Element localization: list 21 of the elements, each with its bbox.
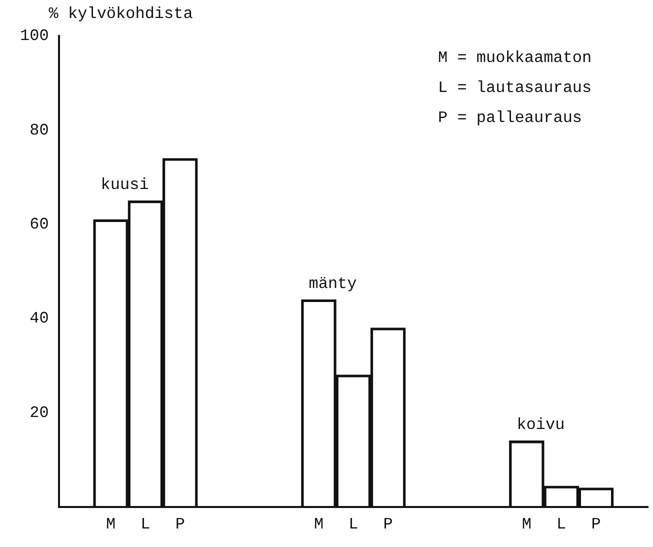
x-tick-label: L [348, 516, 358, 534]
y-tick-label: 60 [30, 216, 49, 234]
x-tick-label: P [175, 516, 185, 534]
y-axis-title: % kylvökohdista [48, 5, 194, 24]
annotation: mänty [308, 274, 358, 293]
x-tick-label: M [106, 516, 116, 534]
annotation: P = palleauraus [438, 109, 582, 128]
annotation: L = lautasauraus [438, 79, 592, 98]
x-tick-label: L [140, 516, 150, 534]
annotation: koivu [516, 416, 565, 434]
y-tick-label: 40 [30, 310, 49, 328]
x-tick-label: L [556, 516, 566, 534]
x-tick-label: M [314, 516, 324, 534]
y-tick-label: 100 [20, 27, 49, 46]
y-tick-label: 20 [30, 404, 49, 422]
annotation: M = muokkaamaton [438, 49, 592, 68]
annotation: kuusi [100, 176, 149, 194]
y-tick-label: 80 [30, 121, 49, 140]
x-tick-label: P [591, 516, 601, 534]
x-tick-label: M [522, 516, 532, 534]
x-tick-label: P [383, 516, 393, 534]
